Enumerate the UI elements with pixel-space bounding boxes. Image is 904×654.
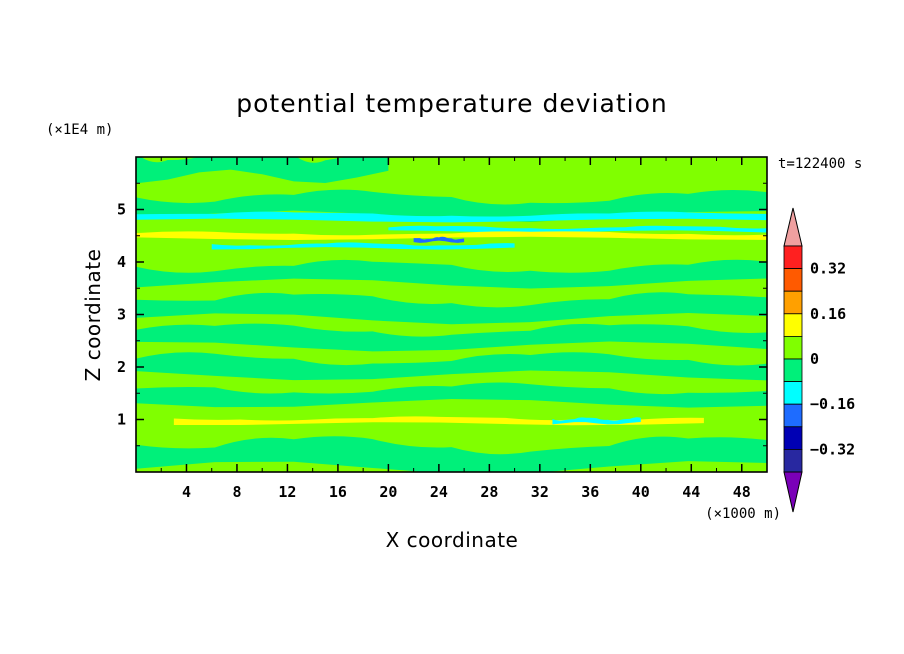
time-label: t=122400 s [778,156,862,172]
contour-fields [136,157,767,472]
x-tick-label: 24 [430,483,448,501]
colorbar-segment [783,335,803,360]
colorbar-segment [783,381,803,405]
colorbar-lower-arrow [783,471,803,513]
colorbar-tick-label: 0.32 [810,260,846,278]
colorbar-segment [783,426,803,450]
contour-band [173,416,704,426]
y-axis-label: Z coordinate [81,249,105,382]
contour-band [136,259,767,289]
x-tick-label: 48 [733,483,751,501]
y-tick-label: 3 [117,306,126,324]
colorbar-segment [783,403,803,428]
contour-band [136,352,767,381]
x-tick-label: 40 [632,483,650,501]
x-axis: 4 8 12 16 20 24 28 32 36 40 44 48 [160,157,751,501]
plot-area [135,156,768,473]
contour-band [136,211,767,223]
y-axis: 1 2 3 4 5 [117,182,767,447]
colorbar-segment [783,358,803,383]
x-tick-label: 36 [581,483,599,501]
colorbar-tick-label: 0.16 [810,305,846,323]
contour-band [136,231,767,240]
y-unit-label: (×1E4 m) [46,122,113,138]
colorbar-segment [783,290,803,315]
colorbar-tick-label: −0.32 [810,440,855,458]
colorbar-tick-label: −0.16 [810,395,855,413]
chart-title: potential temperature deviation [236,89,667,118]
colorbar-segment [783,448,803,473]
x-tick-label: 4 [182,483,191,501]
contour-band [136,292,767,325]
y-tick-label: 5 [117,201,126,219]
y-tick-label: 2 [117,358,126,376]
y-tick-label: 4 [117,253,126,271]
x-tick-label: 8 [232,483,241,501]
x-axis-label: X coordinate [386,528,519,552]
colorbar-tick-label: 0 [810,350,819,368]
y-tick-label: 1 [117,411,126,429]
x-tick-label: 28 [480,483,498,501]
x-tick-label: 44 [682,483,700,501]
contour-band [552,417,641,425]
contour-band [413,236,465,243]
colorbar-segment [783,268,803,292]
x-tick-label: 20 [379,483,397,501]
colorbar-upper-arrow [783,207,803,247]
colorbar-segment [783,313,803,337]
x-unit-label: (×1000 m) [705,506,781,522]
x-tick-label: 32 [531,483,549,501]
contour-band [388,225,767,233]
contour-band [136,382,767,408]
colorbar-segment [783,245,803,270]
contour-band [136,323,767,352]
contour-band [136,157,389,184]
contour-band [211,242,515,250]
x-tick-label: 12 [278,483,296,501]
colorbar: 0.32 0.16 0 −0.16 −0.32 [783,207,855,513]
x-tick-label: 16 [329,483,347,501]
contour-band [136,436,767,472]
